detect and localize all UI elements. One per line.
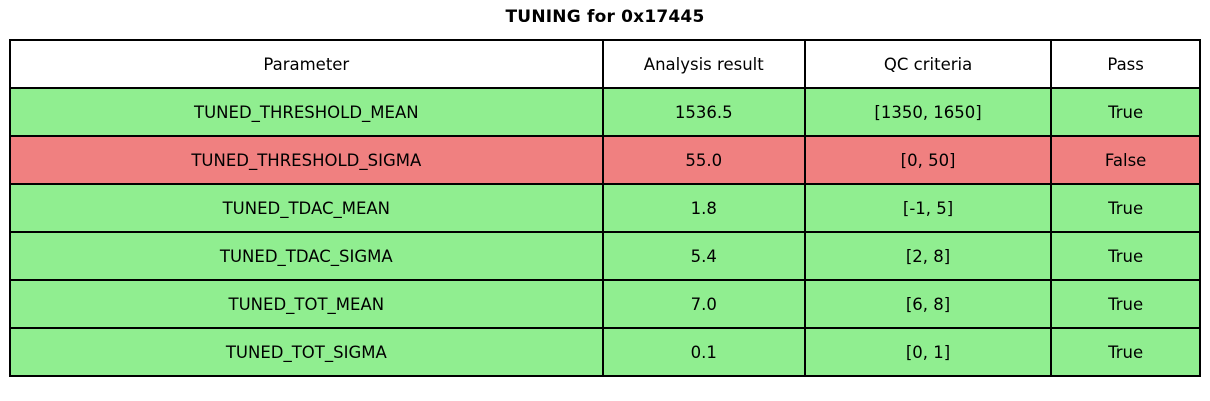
cell-qc-criteria: [2, 8] bbox=[803, 231, 1053, 281]
cell-parameter: TUNED_TOT_MEAN bbox=[9, 279, 604, 329]
table-row: TUNED_TOT_MEAN 7.0 [6, 8] True bbox=[9, 279, 1201, 329]
table-row: TUNED_TDAC_SIGMA 5.4 [2, 8] True bbox=[9, 231, 1201, 281]
col-header-pass: Pass bbox=[1050, 39, 1201, 89]
table-row: TUNED_THRESHOLD_SIGMA 55.0 [0, 50] False bbox=[9, 135, 1201, 185]
col-header-parameter: Parameter bbox=[9, 39, 604, 89]
cell-parameter: TUNED_THRESHOLD_SIGMA bbox=[9, 135, 604, 185]
cell-qc-criteria: [0, 1] bbox=[803, 327, 1053, 377]
cell-analysis-result: 7.0 bbox=[601, 279, 806, 329]
cell-parameter: TUNED_TOT_SIGMA bbox=[9, 327, 604, 377]
col-header-analysis-result: Analysis result bbox=[601, 39, 806, 89]
cell-analysis-result: 55.0 bbox=[601, 135, 806, 185]
cell-qc-criteria: [0, 50] bbox=[803, 135, 1053, 185]
cell-pass: True bbox=[1050, 183, 1201, 233]
cell-analysis-result: 1536.5 bbox=[601, 87, 806, 137]
cell-pass: True bbox=[1050, 231, 1201, 281]
cell-qc-criteria: [-1, 5] bbox=[803, 183, 1053, 233]
cell-pass: True bbox=[1050, 327, 1201, 377]
table-row: TUNED_TDAC_MEAN 1.8 [-1, 5] True bbox=[9, 183, 1201, 233]
cell-pass: True bbox=[1050, 87, 1201, 137]
col-header-qc-criteria: QC criteria bbox=[803, 39, 1053, 89]
table-header-row: Parameter Analysis result QC criteria Pa… bbox=[9, 39, 1201, 89]
cell-parameter: TUNED_TDAC_MEAN bbox=[9, 183, 604, 233]
cell-analysis-result: 0.1 bbox=[601, 327, 806, 377]
cell-pass: False bbox=[1050, 135, 1201, 185]
cell-qc-criteria: [6, 8] bbox=[803, 279, 1053, 329]
qc-results-table: Parameter Analysis result QC criteria Pa… bbox=[9, 39, 1201, 377]
page-title: TUNING for 0x17445 bbox=[505, 7, 705, 27]
cell-qc-criteria: [1350, 1650] bbox=[803, 87, 1053, 137]
table-row: TUNED_THRESHOLD_MEAN 1536.5 [1350, 1650]… bbox=[9, 87, 1201, 137]
cell-analysis-result: 1.8 bbox=[601, 183, 806, 233]
cell-pass: True bbox=[1050, 279, 1201, 329]
cell-parameter: TUNED_THRESHOLD_MEAN bbox=[9, 87, 604, 137]
cell-analysis-result: 5.4 bbox=[601, 231, 806, 281]
cell-parameter: TUNED_TDAC_SIGMA bbox=[9, 231, 604, 281]
table-row: TUNED_TOT_SIGMA 0.1 [0, 1] True bbox=[9, 327, 1201, 377]
